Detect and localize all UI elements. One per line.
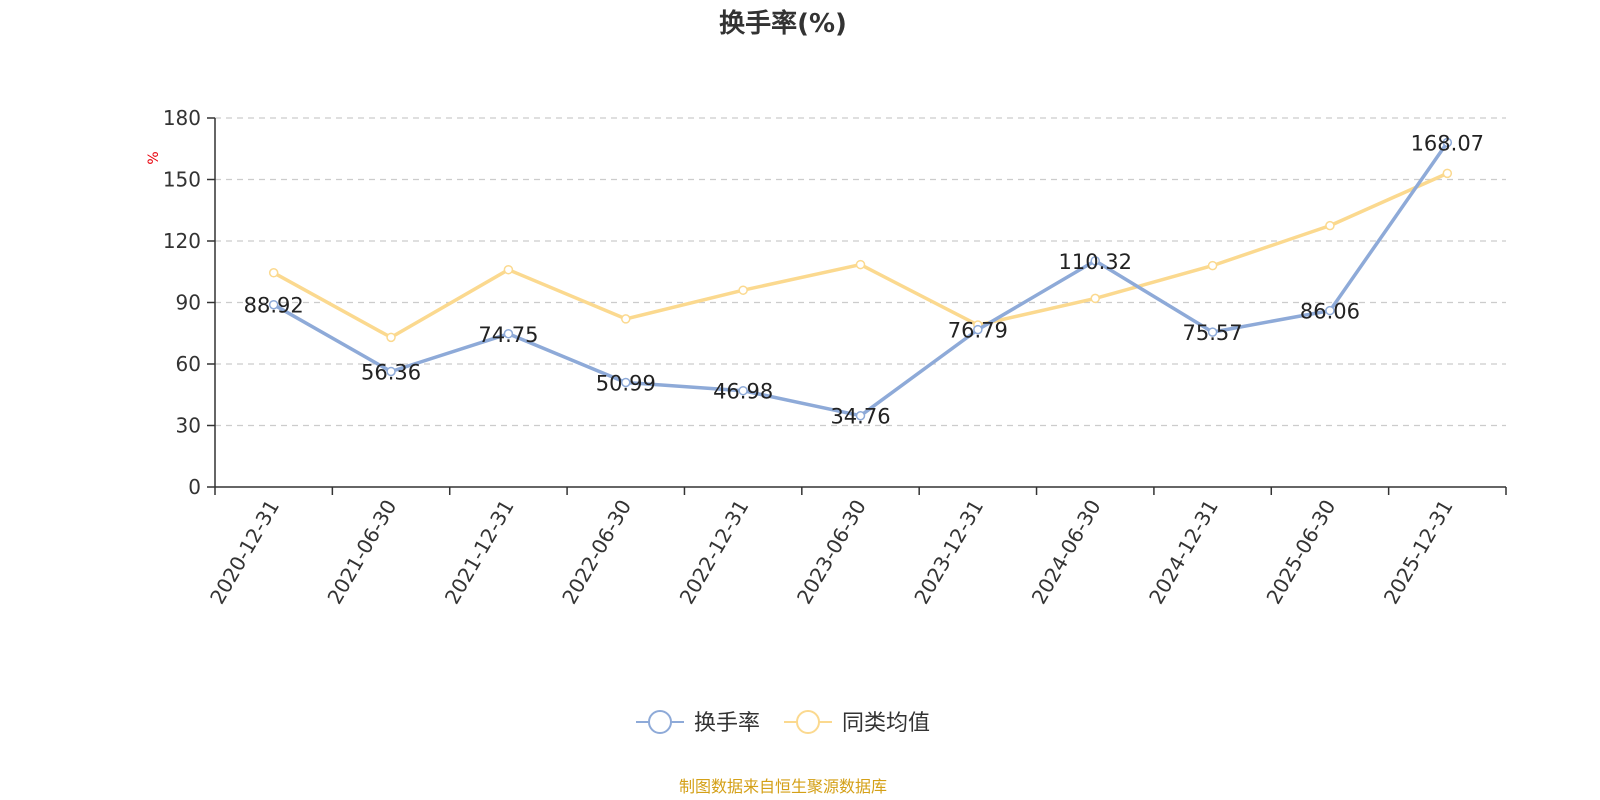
data-label: 56.36 bbox=[361, 360, 421, 384]
chart-title: 换手率(%) bbox=[719, 8, 847, 39]
data-point bbox=[1442, 168, 1453, 179]
legend-marker bbox=[648, 710, 672, 734]
data-point bbox=[738, 385, 748, 396]
legend-label: 换手率 bbox=[694, 711, 760, 736]
data-point bbox=[738, 285, 748, 295]
series-line bbox=[272, 141, 1449, 418]
y-tick-label: 120 bbox=[163, 229, 201, 253]
y-tick-label: 180 bbox=[163, 106, 201, 130]
data-label: 50.99 bbox=[596, 371, 656, 395]
data-point bbox=[268, 268, 279, 278]
legend-marker bbox=[796, 710, 820, 734]
x-tick-label: 2023-12-31 bbox=[909, 496, 988, 609]
y-tick-label: 0 bbox=[188, 475, 201, 499]
x-tick-label: 2024-06-30 bbox=[1027, 496, 1106, 609]
legend-item[interactable]: 换手率 bbox=[636, 710, 760, 736]
data-point bbox=[973, 324, 983, 335]
data-point bbox=[855, 410, 866, 421]
data-point bbox=[1207, 260, 1218, 271]
x-tick-label: 2025-06-30 bbox=[1261, 496, 1340, 609]
data-label: 74.75 bbox=[478, 323, 538, 347]
y-tick-label: 60 bbox=[176, 352, 201, 376]
legend-label: 同类均值 bbox=[842, 711, 930, 736]
legend-item[interactable]: 同类均值 bbox=[784, 710, 930, 736]
data-point bbox=[1207, 327, 1218, 337]
x-tick-label: 2023-06-30 bbox=[792, 496, 871, 609]
x-axis: 2020-12-31 2021-06-30 2021-12-31 2022-06-30… bbox=[205, 486, 1507, 609]
data-labels: 88.92 56.36 74.75 50.99 46.98 34.76 76.79 110.3… bbox=[244, 131, 1484, 428]
data-point bbox=[1325, 305, 1335, 316]
data-label: 76.79 bbox=[948, 319, 1008, 343]
x-tick-label: 2022-12-31 bbox=[675, 496, 754, 609]
data-point bbox=[268, 299, 279, 310]
data-label: 110.32 bbox=[1058, 250, 1131, 274]
data-point bbox=[386, 366, 396, 377]
data-label: 88.92 bbox=[244, 294, 304, 318]
y-tick-label: 90 bbox=[176, 291, 201, 315]
y-tick-label: 30 bbox=[176, 414, 201, 438]
footer-source: 制图数据来自恒生聚源数据库 bbox=[679, 777, 887, 796]
data-point bbox=[386, 332, 396, 343]
series-line bbox=[272, 171, 1449, 340]
data-point bbox=[1325, 220, 1335, 231]
data-point bbox=[621, 314, 631, 324]
x-tick-label: 2024-12-31 bbox=[1144, 496, 1223, 609]
data-label: 34.76 bbox=[830, 405, 890, 429]
series-lines bbox=[268, 137, 1453, 421]
data-point bbox=[1442, 137, 1453, 148]
data-point bbox=[1090, 256, 1100, 266]
data-point bbox=[1090, 293, 1100, 304]
data-point bbox=[855, 259, 866, 270]
y-axis-unit: % bbox=[146, 151, 162, 164]
legend[interactable]: 换手率 同类均值 bbox=[636, 710, 930, 736]
data-label: 86.06 bbox=[1300, 300, 1360, 324]
x-tick-label: 2025-12-31 bbox=[1379, 496, 1458, 609]
data-point bbox=[621, 377, 631, 388]
data-point bbox=[503, 264, 514, 275]
x-tick-label: 2021-12-31 bbox=[440, 496, 519, 609]
y-axis: 0 30 60 90 120 150 180 bbox=[163, 106, 216, 499]
x-tick-label: 2021-06-30 bbox=[322, 495, 401, 608]
data-label: 75.57 bbox=[1183, 321, 1243, 345]
x-tick-label: 2020-12-31 bbox=[205, 496, 284, 609]
data-label: 168.07 bbox=[1411, 131, 1484, 155]
data-label: 46.98 bbox=[713, 380, 773, 404]
y-tick-label: 150 bbox=[163, 168, 201, 192]
x-tick-label: 2022-06-30 bbox=[557, 496, 636, 609]
data-point bbox=[503, 329, 514, 339]
